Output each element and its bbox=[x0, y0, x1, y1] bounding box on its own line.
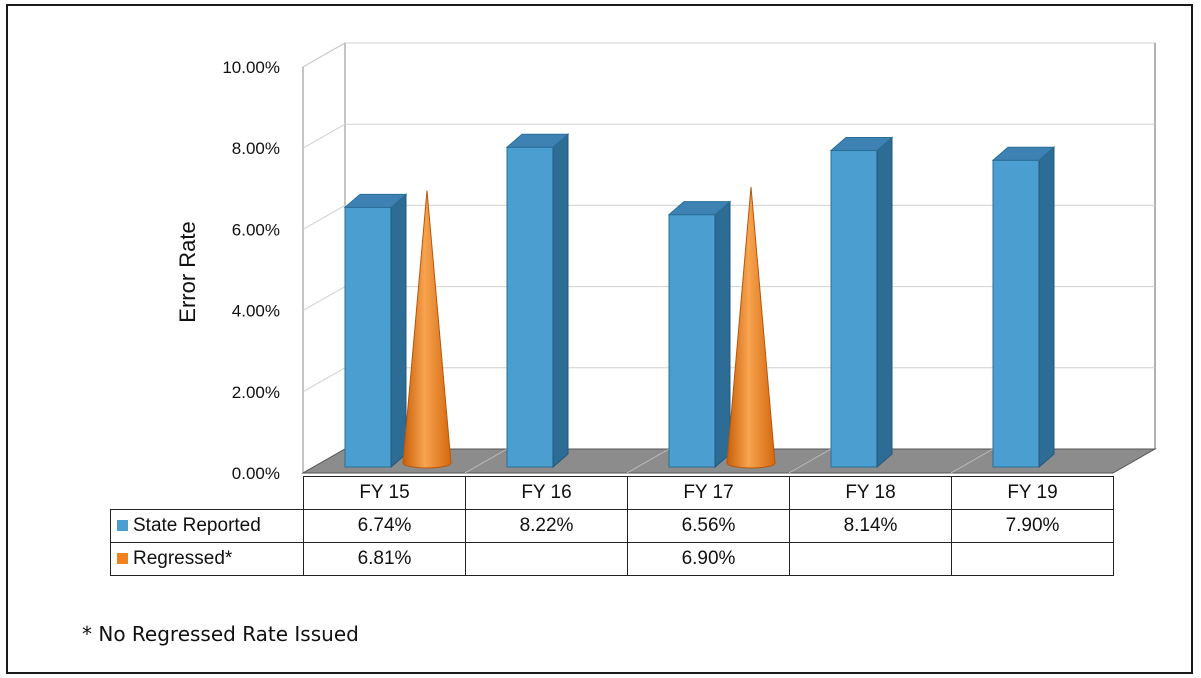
data-label: 6.90% bbox=[627, 542, 790, 576]
gridline bbox=[302, 123, 1155, 149]
category-label: FY 16 bbox=[465, 476, 628, 510]
data-label bbox=[789, 542, 952, 576]
cone-regressed bbox=[402, 190, 452, 469]
y-tick-label: 8.00% bbox=[232, 139, 280, 158]
cone-body bbox=[402, 190, 452, 469]
legend-label: Regressed* bbox=[133, 548, 233, 569]
table-row-state-reported: State Reported 6.74% 8.22% 6.56% 8.14% 7… bbox=[110, 509, 1114, 543]
bar-state-reported bbox=[343, 193, 408, 469]
table-header-row: FY 15 FY 16 FY 17 FY 18 FY 19 bbox=[111, 476, 1114, 510]
category-label: FY 17 bbox=[627, 476, 790, 510]
y-tick-label: 2.00% bbox=[232, 383, 280, 402]
y-tick-label: 10.00% bbox=[222, 58, 280, 77]
y-axis-title: Error Rate bbox=[175, 221, 200, 322]
series-marks bbox=[343, 133, 1056, 469]
legend-entry-regressed: Regressed* bbox=[110, 542, 304, 576]
bar-chart-3d: 0.00% 2.00% 4.00% 6.00% 8.00% 10.00% Error Ra… bbox=[175, 42, 1157, 480]
legend-swatch-blue bbox=[117, 520, 128, 531]
table-corner bbox=[111, 477, 304, 510]
y-tick-label: 6.00% bbox=[232, 220, 280, 239]
legend-label: State Reported bbox=[133, 515, 261, 536]
side-wall bbox=[302, 42, 346, 474]
bar-front bbox=[992, 159, 1040, 468]
floor-divider bbox=[950, 448, 994, 474]
category-label: FY 18 bbox=[789, 476, 952, 510]
bar-top bbox=[829, 137, 894, 152]
cone-regressed bbox=[726, 186, 776, 469]
floor-divider bbox=[464, 448, 508, 474]
floor-divider bbox=[788, 448, 832, 474]
bar-front bbox=[344, 206, 392, 468]
category-label: FY 15 bbox=[303, 476, 466, 510]
table-row-regressed: Regressed* 6.81% 6.90% bbox=[110, 542, 1114, 576]
bar-side bbox=[390, 193, 407, 469]
legend-swatch-orange bbox=[117, 553, 128, 564]
bar-front bbox=[830, 150, 878, 468]
floor-divider bbox=[626, 448, 670, 474]
cone-body bbox=[726, 186, 776, 469]
bar-side bbox=[714, 200, 731, 469]
data-label: 6.56% bbox=[627, 509, 790, 543]
chart-frame bbox=[6, 4, 1193, 674]
data-label: 8.14% bbox=[789, 509, 952, 543]
bar-state-reported bbox=[505, 133, 570, 469]
bar-state-reported bbox=[991, 146, 1056, 469]
y-axis-ticks: 0.00% 2.00% 4.00% 6.00% 8.00% 10.00% bbox=[222, 58, 280, 480]
data-label: 6.74% bbox=[303, 509, 466, 543]
category-label: FY 19 bbox=[951, 476, 1114, 510]
bar-side bbox=[552, 133, 569, 469]
footnote: * No Regressed Rate Issued bbox=[82, 622, 359, 646]
bar-side bbox=[1038, 146, 1055, 469]
data-label: 7.90% bbox=[951, 509, 1114, 543]
y-tick-label: 0.00% bbox=[232, 464, 280, 480]
data-table: FY 15 FY 16 FY 17 FY 18 FY 19 State Repo… bbox=[110, 476, 1114, 576]
gridline bbox=[302, 42, 1155, 68]
bar-top bbox=[991, 146, 1056, 161]
data-label: 8.22% bbox=[465, 509, 628, 543]
data-label: 6.81% bbox=[303, 542, 466, 576]
bar-top bbox=[667, 201, 732, 216]
bar-top bbox=[343, 193, 408, 208]
bar-front bbox=[668, 214, 716, 468]
bar-side bbox=[876, 136, 893, 469]
bar-state-reported bbox=[829, 136, 894, 469]
legend-entry-state-reported: State Reported bbox=[110, 509, 304, 543]
bar-front bbox=[506, 146, 554, 468]
data-label bbox=[951, 542, 1114, 576]
bar-top bbox=[505, 133, 570, 148]
data-label bbox=[465, 542, 628, 576]
bar-state-reported bbox=[667, 200, 732, 469]
y-tick-label: 4.00% bbox=[232, 302, 280, 321]
